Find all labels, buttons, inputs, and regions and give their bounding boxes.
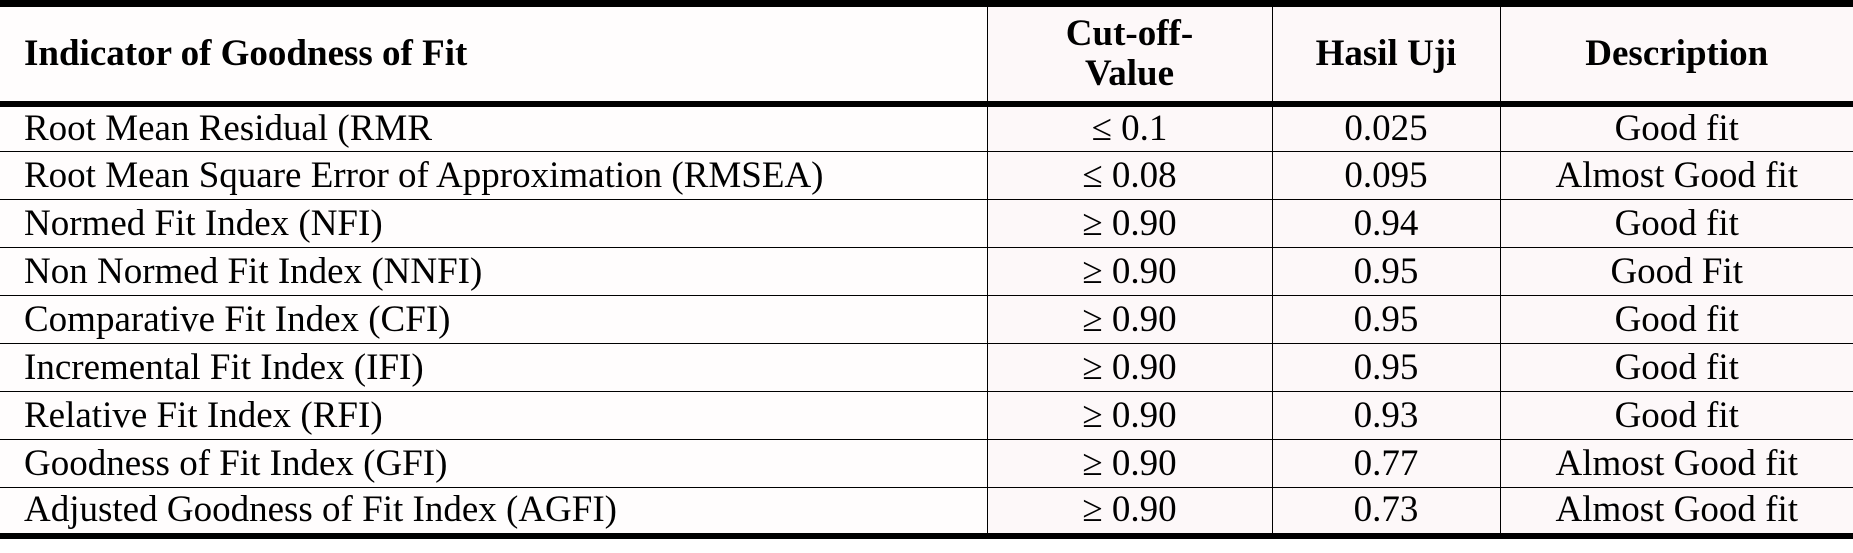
cell-hasil-uji: 0.73 [1271, 487, 1500, 539]
header-cut-off-line2: Value [1084, 52, 1175, 94]
cell-indicator: Adjusted Goodness of Fit Index (AGFI) [0, 487, 987, 539]
cell-hasil-uji: 0.77 [1271, 439, 1500, 488]
table-row: Root Mean Residual (RMR ≤ 0.1 0.025 Good fi… [0, 103, 1853, 152]
table-row: Incremental Fit Index (IFI) ≥ 0.90 0.95 Goo… [0, 343, 1853, 392]
cell-cut-off-value: ≥ 0.90 [986, 343, 1272, 392]
cell-cut-off-value: ≤ 0.1 [986, 103, 1272, 152]
cell-indicator: Normed Fit Index (NFI) [0, 199, 987, 248]
cell-hasil-uji: 0.95 [1271, 295, 1500, 344]
header-indicator: Indicator of Goodness of Fit [0, 0, 987, 107]
header-cut-off-line1: Cut-off- [1065, 12, 1194, 54]
table-row: Root Mean Square Error of Approximation … [0, 151, 1853, 200]
cell-indicator: Incremental Fit Index (IFI) [0, 343, 987, 392]
cell-cut-off-value: ≥ 0.90 [986, 439, 1272, 488]
table-body: Root Mean Residual (RMR ≤ 0.1 0.025 Good fi… [0, 103, 1853, 539]
header-row: Indicator of Goodness of Fit Cut-off- Va… [0, 0, 1853, 107]
cell-description: Almost Good fit [1499, 487, 1853, 539]
cell-indicator: Goodness of Fit Index (GFI) [0, 439, 987, 488]
header-cut-off-value: Cut-off- Value [986, 0, 1272, 107]
cell-hasil-uji: 0.025 [1271, 103, 1500, 152]
cell-hasil-uji: 0.095 [1271, 151, 1500, 200]
cell-description: Good fit [1499, 295, 1853, 344]
cell-cut-off-value: ≥ 0.90 [986, 391, 1272, 440]
cell-indicator: Relative Fit Index (RFI) [0, 391, 987, 440]
cell-description: Almost Good fit [1499, 151, 1853, 200]
table-row: Relative Fit Index (RFI) ≥ 0.90 0.93 Good f… [0, 391, 1853, 440]
cell-hasil-uji: 0.95 [1271, 343, 1500, 392]
table-row: Comparative Fit Index (CFI) ≥ 0.90 0.95 Goo… [0, 295, 1853, 344]
cell-indicator: Non Normed Fit Index (NNFI) [0, 247, 987, 296]
cell-indicator: Root Mean Residual (RMR [0, 103, 987, 152]
header-hasil-uji: Hasil Uji [1271, 0, 1500, 107]
cell-description: Good fit [1499, 199, 1853, 248]
cell-cut-off-value: ≥ 0.90 [986, 247, 1272, 296]
cell-hasil-uji: 0.95 [1271, 247, 1500, 296]
cell-description: Good fit [1499, 391, 1853, 440]
header-description: Description [1499, 0, 1853, 107]
cell-description: Good fit [1499, 343, 1853, 392]
table-row: Normed Fit Index (NFI) ≥ 0.90 0.94 Good fit [0, 199, 1853, 248]
cell-indicator: Root Mean Square Error of Approximation … [0, 151, 987, 200]
cell-hasil-uji: 0.94 [1271, 199, 1500, 248]
cell-hasil-uji: 0.93 [1271, 391, 1500, 440]
cell-description: Almost Good fit [1499, 439, 1853, 488]
cell-description: Good fit [1499, 103, 1853, 152]
table-row: Adjusted Goodness of Fit Index (AGFI) ≥ 0… [0, 487, 1853, 539]
table-header: Indicator of Goodness of Fit Cut-off- Va… [0, 0, 1853, 107]
table-row: Non Normed Fit Index (NNFI) ≥ 0.90 0.95 Goo… [0, 247, 1853, 296]
cell-description: Good Fit [1499, 247, 1853, 296]
table-row: Goodness of Fit Index (GFI) ≥ 0.90 0.77 Alm… [0, 439, 1853, 488]
goodness-of-fit-table: Indicator of Goodness of Fit Cut-off- Va… [0, 0, 1853, 539]
cell-cut-off-value: ≥ 0.90 [986, 199, 1272, 248]
cell-cut-off-value: ≥ 0.90 [986, 295, 1272, 344]
cell-cut-off-value: ≥ 0.90 [986, 487, 1272, 539]
cell-cut-off-value: ≤ 0.08 [986, 151, 1272, 200]
cell-indicator: Comparative Fit Index (CFI) [0, 295, 987, 344]
